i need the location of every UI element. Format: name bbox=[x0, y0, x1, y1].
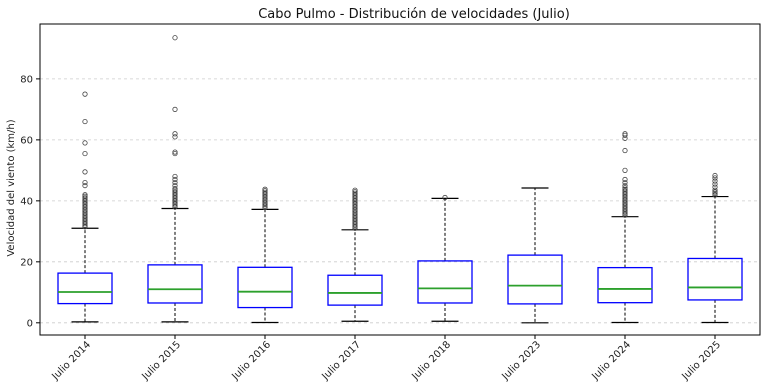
outlier-point bbox=[622, 188, 628, 194]
outlier-point bbox=[82, 91, 88, 97]
iqr-box bbox=[687, 257, 743, 301]
outlier-point bbox=[712, 189, 718, 195]
iqr-box bbox=[507, 254, 563, 305]
outlier-point bbox=[82, 150, 88, 157]
outlier-point bbox=[352, 190, 358, 196]
outlier-point bbox=[622, 176, 628, 183]
y-tick-label: 80 bbox=[20, 74, 33, 85]
outlier-point bbox=[262, 188, 268, 194]
outlier-point bbox=[82, 182, 88, 189]
outlier-point bbox=[172, 179, 178, 186]
x-tick-label: Julio 2014 bbox=[50, 339, 94, 383]
outlier-point bbox=[82, 193, 88, 199]
outlier-point bbox=[712, 181, 718, 187]
outlier-point bbox=[352, 187, 358, 193]
outlier-point bbox=[172, 186, 178, 192]
box-group bbox=[417, 194, 473, 322]
box-group bbox=[147, 35, 203, 323]
y-tick-label: 40 bbox=[20, 196, 33, 207]
outlier-point bbox=[172, 182, 178, 189]
outlier-point bbox=[172, 150, 178, 157]
x-tick-label: Julio 2015 bbox=[140, 339, 184, 383]
outlier-point bbox=[82, 195, 88, 201]
outlier-point bbox=[172, 176, 178, 183]
outlier-point bbox=[622, 131, 628, 137]
x-tick-label: Julio 2018 bbox=[410, 339, 454, 383]
outlier-point bbox=[622, 182, 628, 189]
box-group bbox=[327, 187, 383, 322]
axes-layer: 0 20 40 60 80 Julio 2014 Julio 2015 Julio 2016 J… bbox=[20, 23, 761, 383]
outlier-point bbox=[712, 192, 718, 198]
iqr-box bbox=[597, 266, 653, 304]
chart-title: Cabo Pulmo - Distribución de velocidades… bbox=[258, 7, 570, 22]
outlier-point bbox=[172, 131, 178, 137]
y-axis-label: Velocidad del viento (km/h) bbox=[6, 119, 17, 256]
x-tick-label: Julio 2024 bbox=[590, 339, 634, 383]
outlier-point bbox=[172, 149, 178, 155]
x-tick-label: Julio 2017 bbox=[320, 339, 364, 383]
iqr-box bbox=[147, 264, 203, 304]
y-tick-label: 60 bbox=[20, 135, 33, 146]
outlier-point bbox=[82, 179, 88, 186]
outlier-point bbox=[172, 189, 178, 195]
box-group bbox=[237, 186, 293, 324]
outlier-point bbox=[622, 185, 628, 191]
x-tick-label: Julio 2016 bbox=[230, 339, 274, 383]
box-group bbox=[57, 91, 113, 323]
outlier-point bbox=[622, 186, 628, 192]
outlier-point bbox=[712, 172, 718, 179]
outlier-point bbox=[622, 167, 628, 173]
outlier-point bbox=[262, 186, 268, 192]
outlier-point bbox=[622, 132, 628, 138]
plot-frame bbox=[39, 23, 761, 336]
outlier-point bbox=[172, 106, 178, 112]
iqr-box bbox=[237, 266, 293, 309]
outlier-point bbox=[82, 118, 88, 125]
boxes-layer bbox=[57, 35, 743, 324]
iqr-box bbox=[57, 272, 113, 305]
outlier-point bbox=[82, 192, 88, 198]
outlier-point bbox=[352, 189, 358, 195]
iqr-box bbox=[327, 274, 383, 306]
outlier-point bbox=[172, 134, 178, 140]
outlier-point bbox=[172, 173, 178, 180]
box-group bbox=[687, 172, 743, 324]
grid-lines bbox=[40, 78, 760, 324]
x-tick-label: Julio 2025 bbox=[680, 339, 724, 383]
x-tick-label: Julio 2023 bbox=[500, 339, 544, 383]
outlier-point bbox=[622, 179, 628, 186]
outlier-point bbox=[712, 178, 718, 184]
outlier-point bbox=[442, 194, 448, 201]
box-group bbox=[507, 187, 563, 324]
iqr-box bbox=[417, 260, 473, 304]
outlier-point bbox=[172, 35, 178, 41]
outlier-point bbox=[712, 187, 718, 193]
y-tick-label: 20 bbox=[20, 257, 33, 268]
outlier-point bbox=[712, 190, 718, 197]
outlier-point bbox=[82, 169, 88, 175]
y-tick-label: 0 bbox=[27, 318, 33, 329]
outlier-point bbox=[82, 140, 88, 146]
outlier-point bbox=[262, 189, 268, 195]
outlier-point bbox=[712, 184, 718, 190]
box-group bbox=[597, 131, 653, 324]
outlier-point bbox=[712, 175, 718, 181]
outlier-point bbox=[622, 147, 628, 154]
